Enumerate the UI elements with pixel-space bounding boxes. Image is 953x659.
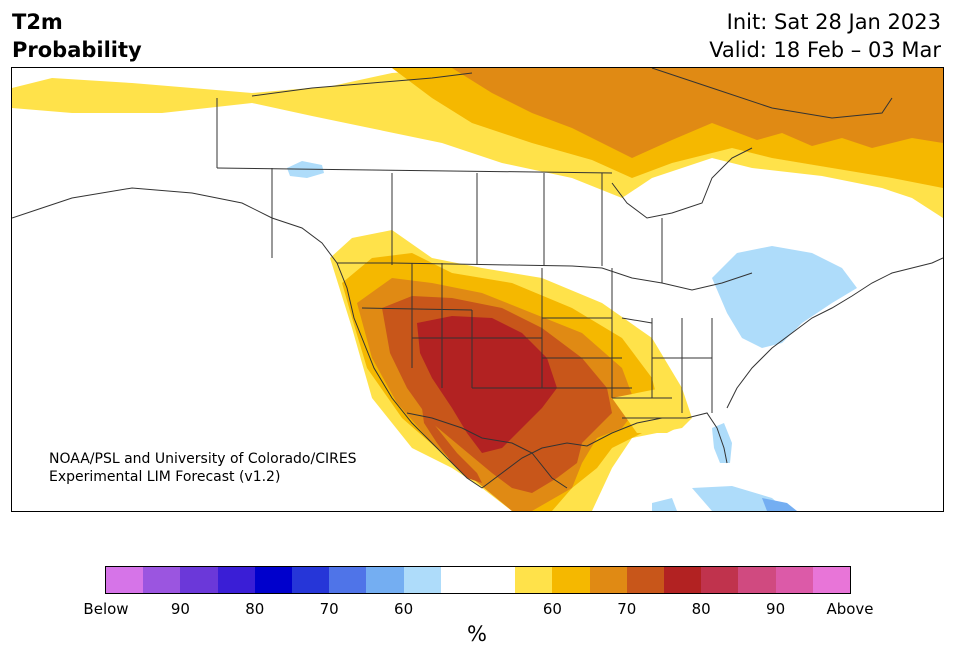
colorbar-cell [329, 567, 367, 593]
shade-cuba-60-below [692, 486, 787, 511]
coastline-atlantic [726, 257, 943, 409]
colorbar-cell [180, 567, 218, 593]
colorbar-cell [775, 567, 813, 593]
shade-gulf-60 [612, 388, 687, 433]
colorbar-cell [701, 567, 739, 593]
probability-map [12, 68, 943, 511]
colorbar-cell [366, 567, 404, 593]
border-canada-us [337, 262, 753, 291]
forecast-credit: NOAA/PSL and University of Colorado/CIRE… [49, 450, 357, 486]
shade-northeast-60-below [712, 246, 857, 348]
forecast-dates: Init: Sat 28 Jan 2023 Valid: 18 Feb – 03… [709, 8, 941, 64]
coastline-greenland [651, 68, 893, 119]
shade-caribbean-65-below [762, 498, 797, 511]
colorbar-cell [143, 567, 181, 593]
colorbar-cell [552, 567, 590, 593]
colorbar-cell [626, 567, 665, 593]
political-boundaries [12, 68, 943, 489]
colorbar-tick-label: 80 [691, 600, 711, 618]
credit-line-org: NOAA/PSL and University of Colorado/CIRE… [49, 451, 357, 467]
coastline-arctic [251, 72, 473, 97]
shade-baja-75 [422, 408, 482, 483]
colorbar-cell [589, 567, 627, 593]
init-date: Init: Sat 28 Jan 2023 [726, 10, 941, 34]
colorbar-tick-label: 70 [319, 600, 339, 618]
map-panel [11, 67, 944, 512]
map-title: T2m Probability [12, 8, 142, 64]
border-canada-provinces [216, 167, 663, 283]
shade-gulf-60-below [652, 498, 677, 511]
colorbar-cell [254, 567, 293, 593]
colorbar-unit: % [467, 622, 487, 646]
colorbar-cell [478, 567, 516, 593]
probability-shading [12, 68, 943, 511]
colorbar-cell [403, 567, 441, 593]
colorbar-tick-label: 80 [245, 600, 265, 618]
coastline-hudson [611, 147, 753, 219]
valid-range: Valid: 18 Feb – 03 Mar [709, 38, 941, 62]
colorbar-tick-label: Above [826, 600, 874, 618]
colorbar-cell [664, 567, 702, 593]
colorbar-cell [106, 567, 144, 593]
colorbar-tick-label: 60 [542, 600, 562, 618]
shade-sw-80 [417, 316, 557, 453]
colorbar-tick-label: 60 [394, 600, 414, 618]
credit-line-model: Experimental LIM Forecast (v1.2) [49, 469, 281, 485]
shade-north-70 [452, 68, 943, 158]
colorbar-tick-label: Below [83, 600, 129, 618]
colorbar-cell [812, 567, 851, 593]
probability-colorbar [105, 566, 851, 594]
colorbar-cell [515, 567, 553, 593]
colorbar-cell [292, 567, 330, 593]
colorbar-tick-label: 70 [617, 600, 637, 618]
colorbar-cell [738, 567, 776, 593]
coastline-pacific [12, 187, 483, 489]
colorbar-tick-label: 90 [766, 600, 786, 618]
title-line-variable: T2m [12, 10, 63, 34]
colorbar-cell [440, 567, 479, 593]
border-us-mexico [406, 412, 568, 489]
coastline-gulf [481, 412, 728, 489]
title-line-type: Probability [12, 38, 142, 62]
colorbar-tick-label: 90 [170, 600, 190, 618]
colorbar-cell [217, 567, 255, 593]
border-us-states [361, 263, 713, 419]
